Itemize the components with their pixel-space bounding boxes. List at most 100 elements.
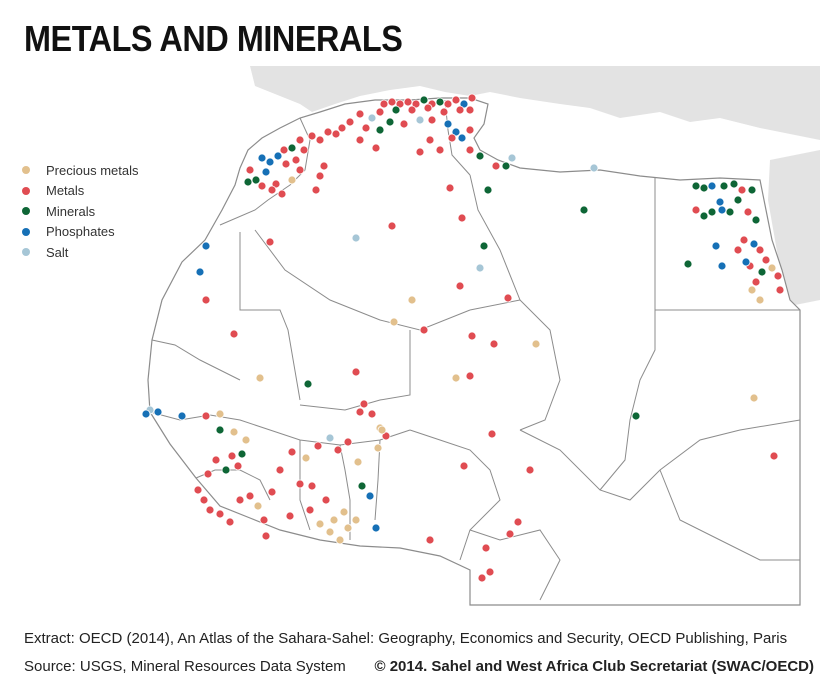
metals-point [733,245,743,255]
metals-point [451,95,461,105]
metals-point [265,237,275,247]
minerals-point [287,143,297,153]
minerals-point [357,481,367,491]
phosphates-point [153,407,163,417]
metals-point [485,567,495,577]
metals-point [333,445,343,455]
metals-point [331,129,341,139]
precious-metals-point [253,501,263,511]
precious-metals-point [531,339,541,349]
minerals-point [683,259,693,269]
precious-metals-point [315,519,325,529]
phosphates-point [365,491,375,501]
precious-metals-point [749,393,759,403]
metals-point [245,165,255,175]
legend-item-phosphates: Phosphates [22,222,138,243]
salt-dot-icon [22,248,30,257]
metals-point [311,185,321,195]
minerals-point [475,151,485,161]
metals-point [439,107,449,117]
minerals-point [251,175,261,185]
precious-metals-point [335,535,345,545]
metals-point [193,485,203,495]
metals-point [323,127,333,137]
metals-point [381,431,391,441]
europe-land [250,66,820,140]
metals-point [395,99,405,109]
precious-metals-point [353,457,363,467]
border-sudan-south [659,469,800,561]
precious-metals-point [747,285,757,295]
border-west-africa-3 [299,440,311,531]
border-west-africa-4 [339,444,351,540]
legend-item-minerals: Minerals [22,201,138,222]
metals-point [295,479,305,489]
metals-point [489,339,499,349]
metals-point [467,331,477,341]
metals-point [315,135,325,145]
metals-point [291,155,301,165]
salt-point [351,233,361,243]
border-mauritania-mali [239,232,301,401]
precious-metals-point [389,317,399,327]
metals-point [455,281,465,291]
legend-item-metals: Metals [22,181,138,202]
metals-point [775,285,785,295]
metals-point [769,451,779,461]
minerals-point [303,379,313,389]
africa-outline [147,97,801,606]
phosphates-point [265,157,275,167]
precious-metals-point [339,507,349,517]
metals-point [233,461,243,471]
metals-point [457,213,467,223]
minerals-point [757,267,767,277]
salt-point [325,433,335,443]
metals-point [337,123,347,133]
map-area [0,62,836,610]
precious-metals-point [343,523,353,533]
metals-point [403,97,413,107]
legend-item-salt: Salt [22,242,138,263]
minerals-point [691,181,701,191]
metals-point [199,495,209,505]
border-west-africa-5 [374,439,381,521]
extract-note: Extract: OECD (2014), An Atlas of the Sa… [24,630,788,647]
minerals-point [707,207,717,217]
metals-point [285,511,295,521]
metals-dot-icon [22,186,30,195]
phosphates-point [257,153,267,163]
border-niger-chad [519,299,561,431]
salt-point [589,163,599,173]
phosphates-point [273,151,283,161]
minerals-point [435,97,445,107]
metals-point [287,447,297,457]
phosphates-point [195,267,205,277]
metals-point [375,107,385,117]
border-mali-niger [299,330,411,411]
minerals-point [747,185,757,195]
minerals-point [391,105,401,115]
minerals-point [419,95,429,105]
minerals-point [243,177,253,187]
metals-point [229,329,239,339]
precious-metals-point [325,527,335,537]
minerals-dot-icon [22,207,30,216]
minerals-point [699,183,709,193]
metals-point [271,179,281,189]
metals-point [345,117,355,127]
metals-point [445,183,455,193]
metals-point [299,145,309,155]
phosphates-point [141,409,151,419]
phosphates-point [459,99,469,109]
metals-point [245,491,255,501]
phosphates-point [443,119,453,129]
legend-label: Metals [46,183,85,199]
metals-point [743,207,753,217]
metals-point [203,469,213,479]
border-algeria-libya [469,174,521,311]
metals-point [387,97,397,107]
precious-metals-point [329,515,339,525]
metals-point [315,171,325,181]
metals-point [487,429,497,439]
footer-bar: Source: USGS, Mineral Resources Data Sys… [24,658,814,675]
